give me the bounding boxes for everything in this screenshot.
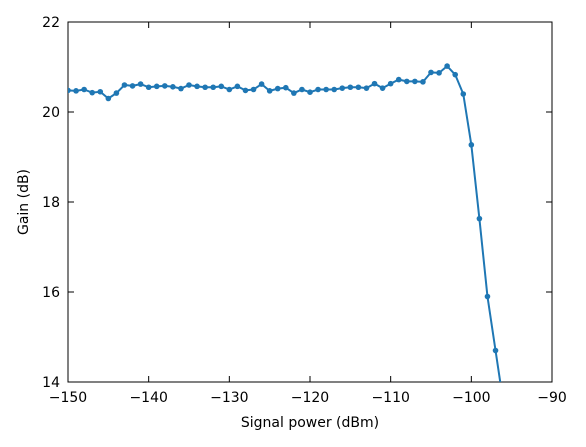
data-point	[291, 90, 297, 96]
data-point	[468, 142, 475, 148]
y-tick-label: 18	[42, 195, 60, 211]
data-point	[347, 84, 354, 91]
data-point	[315, 86, 321, 93]
data-point	[412, 78, 418, 85]
data-point	[428, 69, 434, 76]
y-tick-label: 22	[42, 15, 60, 31]
data-point	[404, 78, 410, 85]
data-point	[258, 81, 265, 87]
data-point	[460, 91, 467, 97]
data-point	[226, 86, 233, 93]
x-axis-label: Signal power (dBm)	[241, 415, 379, 431]
data-point	[145, 84, 152, 91]
data-point	[371, 80, 378, 87]
data-point	[307, 89, 313, 95]
data-point	[274, 85, 281, 92]
data-point	[162, 83, 168, 89]
data-point	[420, 79, 426, 85]
y-tick-label: 16	[42, 285, 60, 301]
x-tick-label: −110	[371, 390, 409, 406]
data-point	[242, 87, 249, 94]
x-tick-label: −100	[452, 390, 490, 406]
data-point	[105, 95, 112, 102]
data-point	[476, 215, 483, 222]
data-point	[73, 88, 79, 94]
plot-frame	[67, 21, 553, 383]
data-point	[331, 86, 338, 93]
data-point	[170, 84, 176, 90]
data-point	[68, 87, 71, 94]
data-point	[501, 402, 507, 408]
data-point	[202, 84, 208, 91]
series-line	[68, 64, 502, 382]
data-point	[234, 83, 241, 90]
data-point	[178, 85, 184, 92]
y-axis-label: Gain (dB)	[16, 169, 32, 235]
data-point	[436, 70, 442, 76]
data-point	[137, 81, 144, 87]
data-point	[299, 86, 305, 93]
data-point	[363, 85, 370, 91]
data-point	[283, 84, 289, 91]
x-tick-label: −120	[291, 390, 329, 406]
data-point	[452, 71, 459, 78]
data-point	[387, 80, 394, 87]
data-point	[395, 76, 402, 83]
data-point	[89, 89, 95, 96]
x-tick-label: −130	[210, 390, 248, 406]
data-point	[81, 86, 87, 93]
data-point	[339, 85, 346, 91]
data-point	[379, 85, 386, 91]
data-point	[492, 347, 499, 354]
data-point	[250, 86, 257, 93]
data-point	[210, 84, 216, 91]
data-point	[218, 83, 225, 90]
plot-area	[68, 63, 507, 408]
x-tick-label: −150	[49, 390, 87, 406]
data-point	[444, 63, 450, 69]
data-point	[97, 88, 104, 95]
data-point	[323, 86, 329, 93]
data-point	[355, 84, 362, 91]
y-tick-label: 14	[42, 375, 60, 391]
data-point	[186, 82, 192, 88]
data-point	[121, 82, 128, 88]
data-point	[484, 293, 491, 300]
data-point	[129, 83, 136, 89]
data-point	[153, 83, 160, 90]
x-tick-label: −90	[537, 390, 567, 406]
data-point	[194, 83, 200, 90]
data-point	[113, 90, 120, 96]
data-point	[266, 88, 273, 94]
x-tick-label: −140	[129, 390, 167, 406]
y-tick-label: 20	[42, 105, 60, 121]
